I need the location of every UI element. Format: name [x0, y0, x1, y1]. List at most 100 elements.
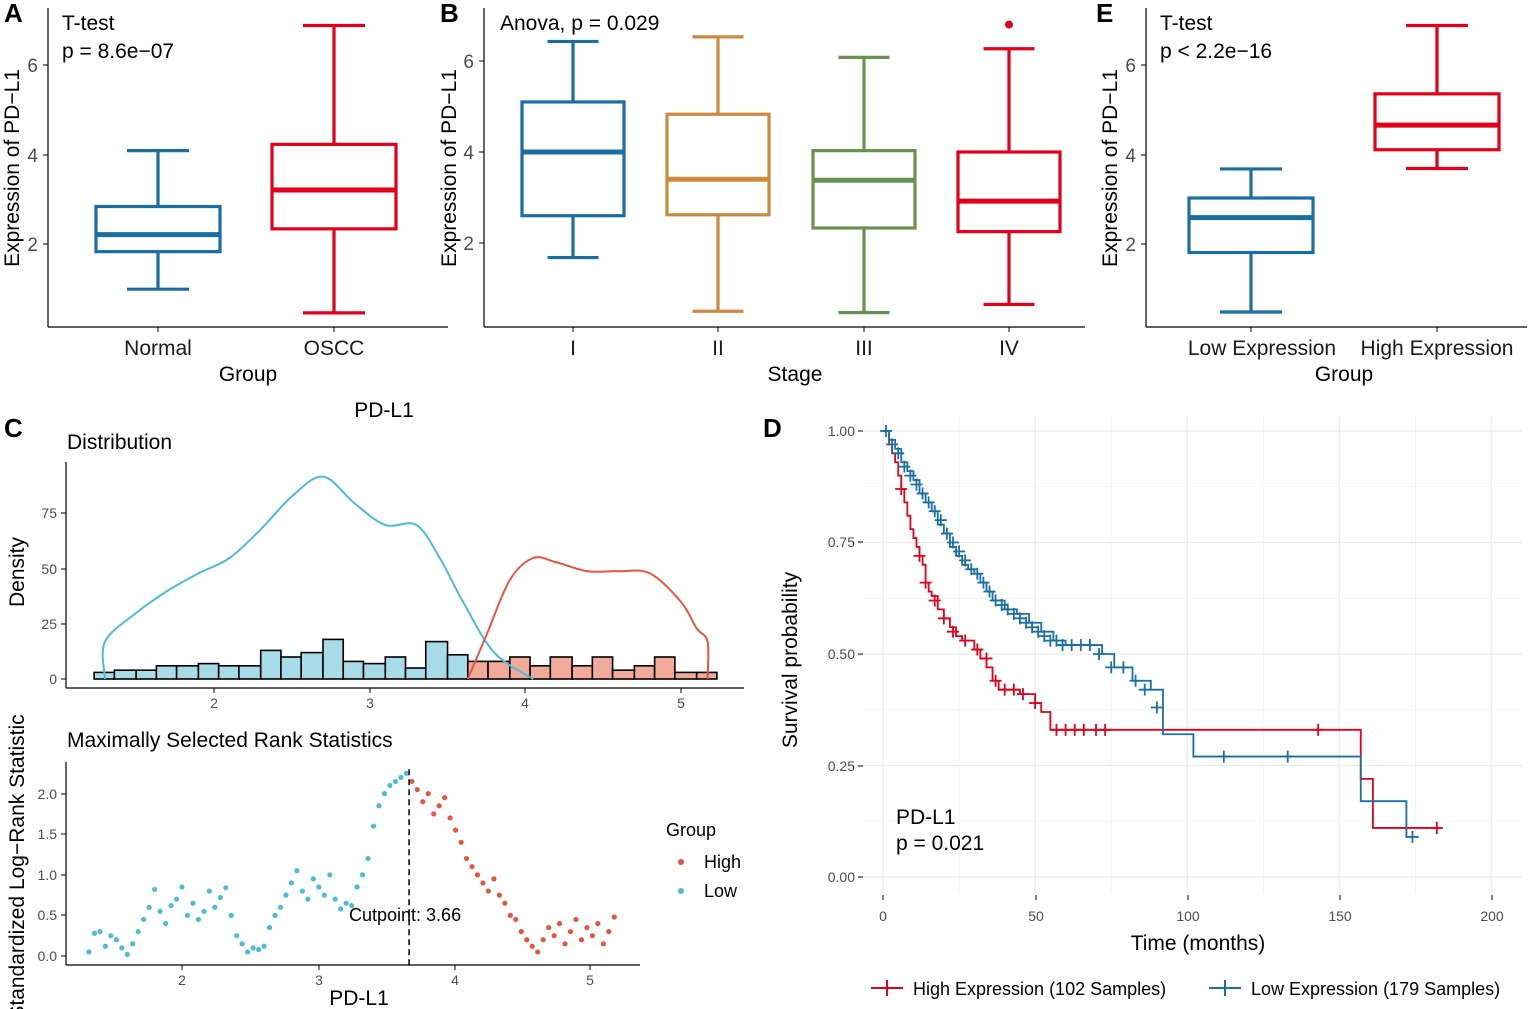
km-censor-high — [989, 674, 1002, 687]
msr-xtick-label: 5 — [586, 972, 594, 988]
density-line-high — [466, 556, 710, 680]
km-censor-low — [1281, 750, 1294, 763]
panel-c-dist-ylabel: Density — [6, 536, 29, 607]
panel-a-ytick-label: 2 — [27, 235, 38, 256]
histogram-bar — [633, 664, 656, 680]
msr-point-low — [321, 892, 327, 898]
msr-point-high — [546, 924, 552, 931]
km-annot-pvalue: p = 0.021 — [896, 832, 984, 855]
msr-point-low — [201, 908, 207, 914]
msr-point-low — [212, 904, 218, 910]
panel-c-letter: C — [4, 413, 23, 443]
km-censor-low — [1093, 648, 1106, 660]
msr-point-low — [108, 933, 114, 939]
histogram-bar — [300, 651, 324, 680]
km-censor-high — [1077, 723, 1090, 736]
msr-point-high — [474, 872, 481, 878]
km-censor-low — [1406, 830, 1419, 843]
histogram-bar — [238, 664, 262, 680]
msr-point-low — [277, 904, 284, 910]
msr-point-low — [349, 903, 355, 909]
panel-b-boxes — [520, 20, 1062, 315]
legend-high-marker — [678, 859, 684, 865]
msr-point-low — [91, 930, 98, 936]
km-censor-low — [1083, 639, 1096, 652]
panel-c-legend: Group High Low — [666, 820, 741, 901]
histogram-bar — [155, 664, 178, 680]
km-xtick-label: 200 — [1480, 908, 1504, 924]
box-outlier — [1005, 20, 1013, 29]
msr-point-high — [496, 892, 502, 898]
km-censor-low — [1001, 603, 1014, 616]
msr-point-high — [513, 916, 519, 923]
km-censor-low — [880, 425, 893, 437]
km-censor-high — [946, 625, 959, 638]
msr-point-high — [447, 815, 453, 821]
histogram-bar — [571, 664, 594, 680]
msr-point-low — [190, 900, 196, 906]
msr-point-low — [392, 778, 399, 785]
km-censor-low — [1032, 625, 1045, 638]
msr-ytick-label: 1.0 — [38, 867, 58, 883]
histogram-bar — [197, 662, 220, 680]
msr-point-low — [119, 945, 125, 951]
panel-a-letter: A — [4, 0, 23, 28]
km-censor-low — [971, 567, 984, 580]
km-censor-low — [886, 438, 899, 451]
density-line-low — [101, 475, 534, 680]
msr-point-low — [403, 770, 409, 776]
km-censor-low — [977, 576, 990, 589]
msr-point-low — [272, 912, 278, 919]
msr-point-low — [398, 774, 404, 780]
msr-point-low — [365, 855, 371, 862]
panel-e-xcat-label: High Expression — [1361, 337, 1514, 360]
km-ytick-label: 0.25 — [828, 758, 855, 774]
msr-point-high — [414, 786, 420, 793]
box-body — [270, 142, 398, 231]
km-censor-low — [1007, 607, 1020, 620]
km-censor-low — [922, 496, 935, 509]
histogram-bar — [674, 671, 698, 680]
msr-point-low — [102, 943, 108, 949]
msr-point-high — [442, 795, 448, 801]
box-body — [94, 204, 222, 254]
panel-b-ytick-label: 4 — [463, 143, 474, 164]
km-censor-low — [892, 447, 905, 460]
histogram-bar — [175, 664, 200, 680]
histogram-bar — [135, 669, 158, 680]
km-legend-low-label: Low Expression (179 Samples) — [1251, 979, 1500, 999]
msr-point-high — [463, 855, 470, 862]
msr-point-low — [141, 916, 147, 923]
msr-point-low — [173, 896, 180, 902]
dist-ytick-label: 75 — [41, 505, 57, 521]
histogram-bar — [113, 669, 137, 680]
panel-b-xlabel: Stage — [768, 363, 823, 386]
msr-point-low — [294, 868, 300, 874]
panel-d: D 0.00 0.25 0.50 0.75 1.00 0 50 100 150 … — [763, 413, 1522, 999]
panel-e: E T-test p < 2.2e−16 2 4 6 Low Expressio… — [1096, 0, 1527, 386]
histogram-bar — [362, 662, 387, 680]
msr-point-high — [431, 811, 437, 817]
km-censor-low — [1105, 661, 1118, 674]
km-censor-low — [1013, 612, 1026, 625]
msr-point-low — [332, 896, 338, 902]
panel-a-boxes — [94, 23, 398, 315]
msr-point-high — [529, 943, 535, 949]
msr-point-low — [261, 943, 267, 949]
panel-b-xcat-label: II — [712, 337, 724, 360]
panel-e-test-label: T-test — [1160, 12, 1213, 35]
km-legend-high-marker — [871, 980, 903, 996]
msr-ytick-label: 0.5 — [38, 907, 58, 923]
box-body — [665, 112, 771, 217]
dist-xtick-label: 5 — [677, 695, 685, 711]
msr-point-high — [469, 864, 475, 870]
km-censor-low — [1020, 616, 1033, 629]
km-censor-low — [916, 487, 929, 500]
msr-point-high — [578, 937, 585, 943]
km-ytick-label: 0.50 — [828, 646, 855, 662]
km-censor-low — [934, 514, 947, 527]
km-censor-low — [1138, 683, 1151, 696]
msr-point-low — [256, 946, 262, 953]
km-legend-high-glyph — [871, 980, 903, 996]
histogram-bar — [424, 640, 449, 680]
